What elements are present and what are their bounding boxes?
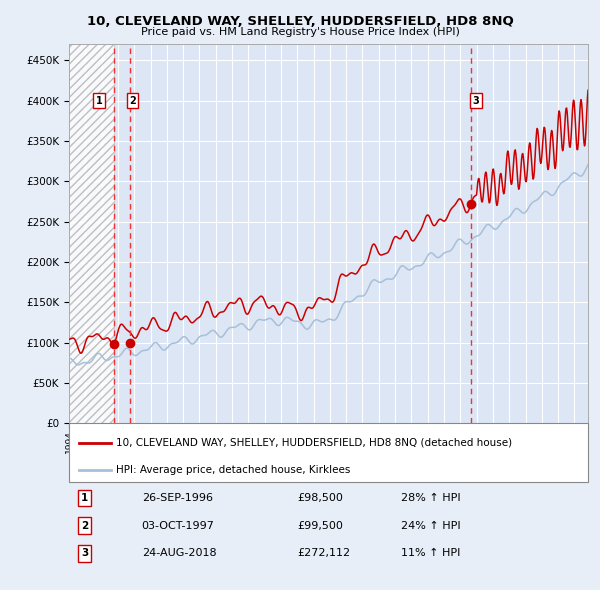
Text: HPI: Average price, detached house, Kirklees: HPI: Average price, detached house, Kirk… <box>116 465 350 475</box>
Text: 11% ↑ HPI: 11% ↑ HPI <box>401 549 461 559</box>
Text: 2: 2 <box>129 96 136 106</box>
Text: 3: 3 <box>472 96 479 106</box>
Text: 10, CLEVELAND WAY, SHELLEY, HUDDERSFIELD, HD8 8NQ (detached house): 10, CLEVELAND WAY, SHELLEY, HUDDERSFIELD… <box>116 438 512 448</box>
Text: Price paid vs. HM Land Registry's House Price Index (HPI): Price paid vs. HM Land Registry's House … <box>140 27 460 37</box>
Text: 1: 1 <box>95 96 102 106</box>
Text: 2: 2 <box>81 520 88 530</box>
Text: 28% ↑ HPI: 28% ↑ HPI <box>401 493 461 503</box>
Text: 03-OCT-1997: 03-OCT-1997 <box>142 520 215 530</box>
Text: 1: 1 <box>81 493 88 503</box>
FancyBboxPatch shape <box>69 424 588 482</box>
Text: 24-AUG-2018: 24-AUG-2018 <box>142 549 216 559</box>
Text: £99,500: £99,500 <box>298 520 343 530</box>
Text: 10, CLEVELAND WAY, SHELLEY, HUDDERSFIELD, HD8 8NQ: 10, CLEVELAND WAY, SHELLEY, HUDDERSFIELD… <box>86 15 514 28</box>
Text: 24% ↑ HPI: 24% ↑ HPI <box>401 520 461 530</box>
Text: 3: 3 <box>81 549 88 559</box>
Text: 26-SEP-1996: 26-SEP-1996 <box>142 493 212 503</box>
Text: £272,112: £272,112 <box>298 549 350 559</box>
Bar <box>69 44 113 424</box>
Text: £98,500: £98,500 <box>298 493 343 503</box>
